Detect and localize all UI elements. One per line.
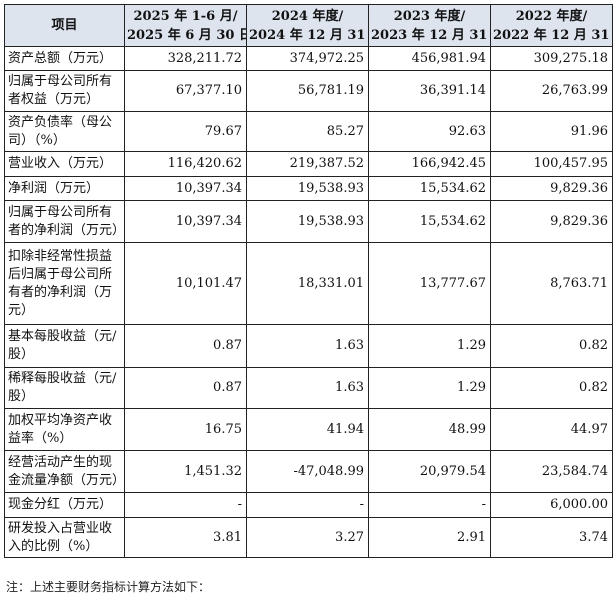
table-row: 净利润（万元） 10,397.34 19,538.93 15,534.62 9,…: [4, 176, 613, 201]
table-row: 资产负债率（母公司）（%） 79.67 85.27 92.63 91.96: [4, 111, 613, 152]
cell-value: 456,981.94: [368, 46, 491, 71]
row-label: 归属于母公司所有者的净利润（万元）: [4, 200, 125, 243]
row-label: 经营活动产生的现金流量净额（万元）: [4, 450, 125, 493]
row-label: 净利润（万元）: [4, 176, 125, 201]
cell-value: 8,763.71: [490, 242, 613, 325]
cell-value: 0.87: [124, 367, 247, 409]
header-2025-h1: 2025 年 1-6 月/2025 年 6 月 30 日: [124, 4, 247, 47]
table-footnote: 注：上述主要财务指标计算方法如下：: [6, 580, 211, 594]
cell-value: 92.63: [368, 111, 491, 152]
cell-value: 219,387.52: [246, 151, 369, 177]
cell-value: 100,457.95: [490, 151, 613, 177]
cell-value: 10,397.34: [124, 200, 247, 243]
cell-value: 6,000.00: [490, 492, 613, 518]
cell-value: 3.81: [124, 517, 247, 558]
table-row: 资产总额（万元） 328,211.72 374,972.25 456,981.9…: [4, 46, 613, 71]
cell-value: 0.87: [124, 324, 247, 368]
table-row: 研发投入占营业收入的比例（%） 3.81 3.27 2.91 3.74: [4, 517, 613, 558]
row-label: 加权平均净资产收益率（%）: [4, 408, 125, 451]
cell-value: 67,377.10: [124, 70, 247, 112]
cell-value: 116,420.62: [124, 151, 247, 177]
row-label: 扣除非经常性损益后归属于母公司所有者的净利润（万元）: [4, 242, 125, 325]
cell-value: -47,048.99: [246, 450, 369, 493]
cell-value: -: [368, 492, 491, 518]
cell-value: 9,829.36: [490, 176, 613, 201]
cell-value: 0.82: [490, 324, 613, 368]
row-label: 营业收入（万元）: [4, 151, 125, 177]
row-label: 资产负债率（母公司）（%）: [4, 111, 125, 152]
table-row: 现金分红（万元） - - - 6,000.00: [4, 492, 613, 518]
cell-value: 23,584.74: [490, 450, 613, 493]
cell-value: 1.63: [246, 324, 369, 368]
header-2023: 2023 年度/2023 年 12 月 31 日: [368, 4, 491, 47]
cell-value: 16.75: [124, 408, 247, 451]
table-row: 基本每股收益（元/股） 0.87 1.63 1.29 0.82: [4, 324, 613, 368]
cell-value: 328,211.72: [124, 46, 247, 71]
cell-value: 309,275.18: [490, 46, 613, 71]
row-label: 基本每股收益（元/股）: [4, 324, 125, 368]
cell-value: 1,451.32: [124, 450, 247, 493]
cell-value: 19,538.93: [246, 200, 369, 243]
cell-value: 20,979.54: [368, 450, 491, 493]
table-row: 营业收入（万元） 116,420.62 219,387.52 166,942.4…: [4, 151, 613, 177]
cell-value: 374,972.25: [246, 46, 369, 71]
cell-value: 79.67: [124, 111, 247, 152]
cell-value: -: [124, 492, 247, 518]
table-row: 加权平均净资产收益率（%） 16.75 41.94 48.99 44.97: [4, 408, 613, 451]
table-row: 归属于母公司所有者的净利润（万元） 10,397.34 19,538.93 15…: [4, 200, 613, 243]
cell-value: 3.74: [490, 517, 613, 558]
cell-value: 166,942.45: [368, 151, 491, 177]
cell-value: 1.63: [246, 367, 369, 409]
cell-value: 56,781.19: [246, 70, 369, 112]
row-label: 归属于母公司所有者权益（万元）: [4, 70, 125, 112]
cell-value: 48.99: [368, 408, 491, 451]
cell-value: 13,777.67: [368, 242, 491, 325]
cell-value: 15,534.62: [368, 176, 491, 201]
cell-value: 19,538.93: [246, 176, 369, 201]
table-row: 稀释每股收益（元/股） 0.87 1.63 1.29 0.82: [4, 367, 613, 409]
table-row: 扣除非经常性损益后归属于母公司所有者的净利润（万元） 10,101.47 18,…: [4, 242, 613, 325]
row-label: 研发投入占营业收入的比例（%）: [4, 517, 125, 558]
table-header-row: 项目 2025 年 1-6 月/2025 年 6 月 30 日 2024 年度/…: [4, 4, 613, 47]
cell-value: 18,331.01: [246, 242, 369, 325]
cell-value: 26,763.99: [490, 70, 613, 112]
cell-value: 9,829.36: [490, 200, 613, 243]
cell-value: 3.27: [246, 517, 369, 558]
cell-value: 10,101.47: [124, 242, 247, 325]
cell-value: 15,534.62: [368, 200, 491, 243]
row-label: 稀释每股收益（元/股）: [4, 367, 125, 409]
cell-value: 85.27: [246, 111, 369, 152]
header-2024: 2024 年度/2024 年 12 月 31 日: [246, 4, 369, 47]
cell-value: 1.29: [368, 367, 491, 409]
cell-value: 91.96: [490, 111, 613, 152]
cell-value: 1.29: [368, 324, 491, 368]
cell-value: 44.97: [490, 408, 613, 451]
header-2022: 2022 年度/2022 年 12 月 31 日: [490, 4, 613, 47]
header-item: 项目: [4, 4, 125, 47]
cell-value: 36,391.14: [368, 70, 491, 112]
cell-value: -: [246, 492, 369, 518]
table-row: 归属于母公司所有者权益（万元） 67,377.10 56,781.19 36,3…: [4, 70, 613, 112]
cell-value: 10,397.34: [124, 176, 247, 201]
table-row: 经营活动产生的现金流量净额（万元） 1,451.32 -47,048.99 20…: [4, 450, 613, 493]
cell-value: 41.94: [246, 408, 369, 451]
row-label: 资产总额（万元）: [4, 46, 125, 71]
financial-indicators-table: 项目 2025 年 1-6 月/2025 年 6 月 30 日 2024 年度/…: [4, 4, 613, 558]
cell-value: 0.82: [490, 367, 613, 409]
cell-value: 2.91: [368, 517, 491, 558]
row-label: 现金分红（万元）: [4, 492, 125, 518]
